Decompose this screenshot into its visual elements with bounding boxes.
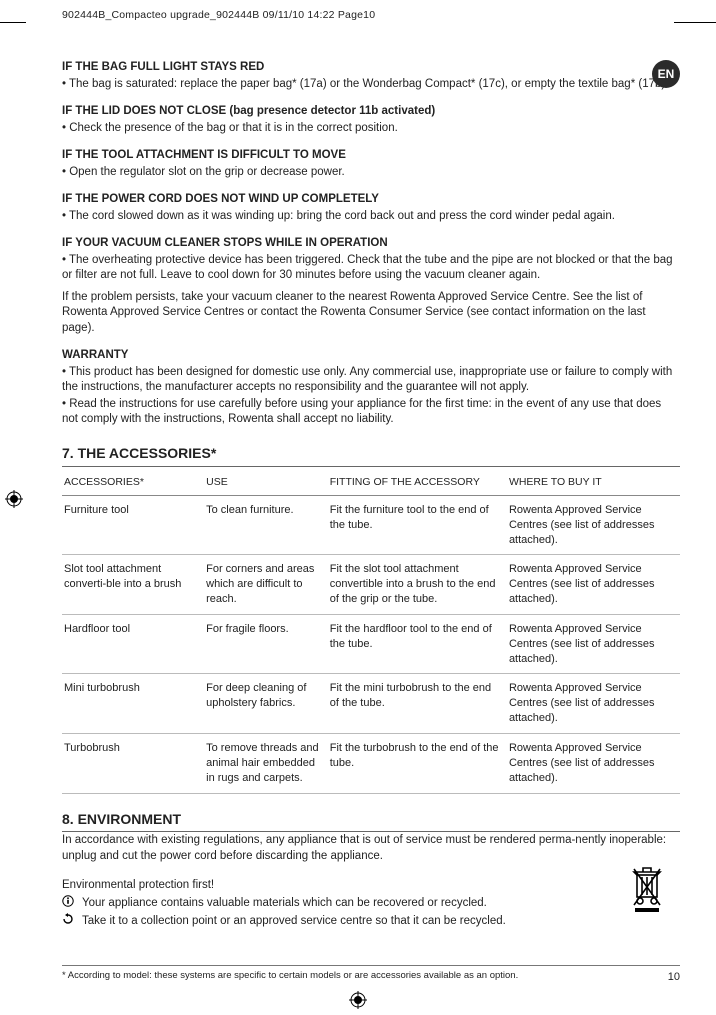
- env-line: Your appliance contains valuable materia…: [62, 895, 680, 913]
- table-cell: Fit the hardfloor tool to the end of the…: [328, 614, 507, 674]
- table-cell: Mini turbobrush: [62, 674, 204, 734]
- troubleshoot-block: IF THE LID DOES NOT CLOSE (bag presence …: [62, 104, 680, 136]
- table-cell: Slot tool attachment converti-ble into a…: [62, 555, 204, 615]
- troubleshoot-block: IF YOUR VACUUM CLEANER STOPS WHILE IN OP…: [62, 236, 680, 284]
- environment-title: 8. ENVIRONMENT: [62, 810, 680, 833]
- troubleshoot-heading: IF THE POWER CORD DOES NOT WIND UP COMPL…: [62, 192, 680, 208]
- warranty-heading: WARRANTY: [62, 348, 680, 364]
- table-cell: To remove threads and animal hair embedd…: [204, 733, 328, 793]
- col-header: USE: [204, 469, 328, 496]
- table-row: Hardfloor toolFor fragile floors.Fit the…: [62, 614, 680, 674]
- table-cell: Hardfloor tool: [62, 614, 204, 674]
- table-cell: Fit the slot tool attachment convertible…: [328, 555, 507, 615]
- table-cell: To clean furniture.: [204, 495, 328, 555]
- table-cell: Rowenta Approved Service Centres (see li…: [507, 555, 680, 615]
- crop-mark-right: [674, 22, 716, 23]
- registration-mark-icon: [349, 991, 367, 1009]
- table-row: Slot tool attachment converti-ble into a…: [62, 555, 680, 615]
- environment-intro: In accordance with existing regulations,…: [62, 833, 680, 864]
- troubleshoot-text: • Check the presence of the bag or that …: [62, 121, 680, 137]
- table-cell: For corners and areas which are difficul…: [204, 555, 328, 615]
- footnote-row: * According to model: these systems are …: [62, 965, 680, 985]
- weee-bin-icon: [628, 863, 666, 919]
- print-header: 902444B_Compacteo upgrade_902444B 09/11/…: [62, 8, 375, 22]
- content-area: IF THE BAG FULL LIGHT STAYS RED• The bag…: [62, 60, 680, 985]
- table-cell: Rowenta Approved Service Centres (see li…: [507, 614, 680, 674]
- info-icon: [62, 895, 74, 913]
- environment-protection-block: Environmental protection first! Your app…: [62, 878, 680, 931]
- troubleshoot-heading: IF YOUR VACUUM CLEANER STOPS WHILE IN OP…: [62, 236, 680, 252]
- troubleshoot-text: • The bag is saturated: replace the pape…: [62, 77, 680, 93]
- registration-mark-icon: [5, 490, 23, 508]
- table-cell: Rowenta Approved Service Centres (see li…: [507, 495, 680, 555]
- troubleshoot-heading: IF THE TOOL ATTACHMENT IS DIFFICULT TO M…: [62, 148, 680, 164]
- table-cell: For deep cleaning of upholstery fabrics.: [204, 674, 328, 734]
- recycle-arrow-icon: [62, 913, 74, 931]
- troubleshoot-heading: IF THE BAG FULL LIGHT STAYS RED: [62, 60, 680, 76]
- accessories-table: ACCESSORIES* USE FITTING OF THE ACCESSOR…: [62, 469, 680, 794]
- table-header-row: ACCESSORIES* USE FITTING OF THE ACCESSOR…: [62, 469, 680, 496]
- col-header: ACCESSORIES*: [62, 469, 204, 496]
- table-cell: Rowenta Approved Service Centres (see li…: [507, 674, 680, 734]
- env-line: Take it to a collection point or an appr…: [62, 913, 680, 931]
- page-number: 10: [668, 970, 680, 985]
- manual-page: 902444B_Compacteo upgrade_902444B 09/11/…: [0, 0, 716, 1015]
- troubleshoot-text: • The overheating protective device has …: [62, 253, 680, 284]
- table-cell: Fit the furniture tool to the end of the…: [328, 495, 507, 555]
- table-cell: Turbobrush: [62, 733, 204, 793]
- troubleshoot-text: • The cord slowed down as it was winding…: [62, 209, 680, 225]
- table-row: TurbobrushTo remove threads and animal h…: [62, 733, 680, 793]
- table-cell: Fit the turbobrush to the end of the tub…: [328, 733, 507, 793]
- accessories-title: 7. THE ACCESSORIES*: [62, 444, 680, 467]
- table-cell: Rowenta Approved Service Centres (see li…: [507, 733, 680, 793]
- table-cell: For fragile floors.: [204, 614, 328, 674]
- troubleshoot-text: • Open the regulator slot on the grip or…: [62, 165, 680, 181]
- env-line-text: Your appliance contains valuable materia…: [82, 896, 487, 912]
- warranty-text: • This product has been designed for dom…: [62, 365, 680, 396]
- troubleshoot-block: IF THE POWER CORD DOES NOT WIND UP COMPL…: [62, 192, 680, 224]
- table-row: Furniture toolTo clean furniture.Fit the…: [62, 495, 680, 555]
- footnote-text: * According to model: these systems are …: [62, 970, 518, 985]
- table-cell: Furniture tool: [62, 495, 204, 555]
- crop-mark-left: [0, 22, 26, 23]
- warranty-block: WARRANTY • This product has been designe…: [62, 348, 680, 428]
- env-lead: Environmental protection first!: [62, 878, 680, 894]
- persist-note: If the problem persists, take your vacuu…: [62, 290, 680, 337]
- col-header: WHERE TO BUY IT: [507, 469, 680, 496]
- troubleshoot-heading: IF THE LID DOES NOT CLOSE (bag presence …: [62, 104, 680, 120]
- language-badge: EN: [652, 60, 680, 88]
- col-header: FITTING OF THE ACCESSORY: [328, 469, 507, 496]
- table-cell: Fit the mini turbobrush to the end of th…: [328, 674, 507, 734]
- warranty-text: • Read the instructions for use carefull…: [62, 397, 680, 428]
- env-line-text: Take it to a collection point or an appr…: [82, 914, 506, 930]
- troubleshoot-block: IF THE TOOL ATTACHMENT IS DIFFICULT TO M…: [62, 148, 680, 180]
- table-row: Mini turbobrushFor deep cleaning of upho…: [62, 674, 680, 734]
- troubleshoot-block: IF THE BAG FULL LIGHT STAYS RED• The bag…: [62, 60, 680, 92]
